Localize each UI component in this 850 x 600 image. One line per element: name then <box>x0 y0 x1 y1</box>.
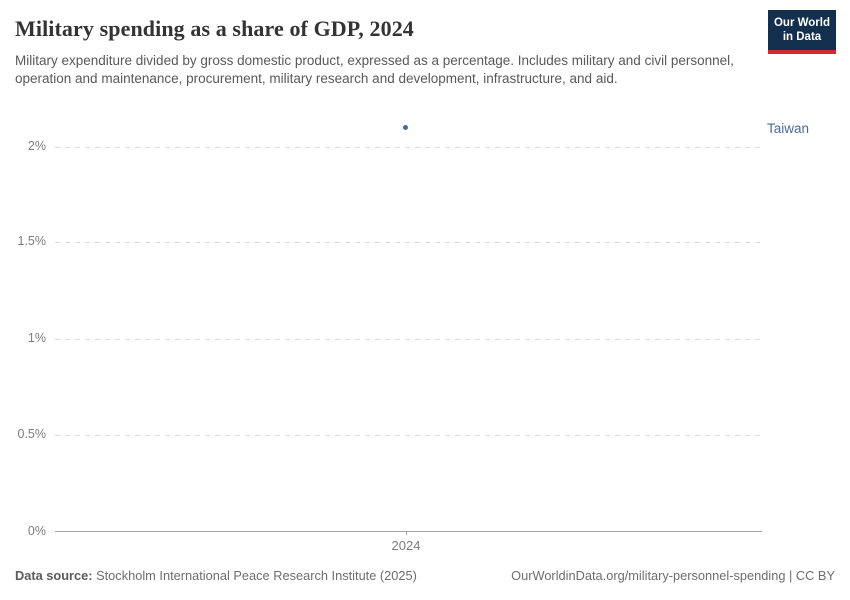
x-tick-label-2024: 2024 <box>391 538 421 553</box>
y-tick-label-0-5pct: 0.5% <box>17 427 47 441</box>
y-tick-label-2pct: 2% <box>27 139 46 153</box>
x-tick-mark-2024 <box>406 531 407 535</box>
gridline-1-5pct <box>55 242 762 243</box>
chart-footer: Data source: Stockholm International Pea… <box>15 568 835 583</box>
data-source-note: Data source: Stockholm International Pea… <box>15 568 417 583</box>
owid-logo-text: Our World in Data <box>768 10 836 50</box>
x-axis-line <box>55 531 762 532</box>
gridline-0-5pct <box>55 435 762 436</box>
chart-title: Military spending as a share of GDP, 202… <box>15 16 414 41</box>
owid-logo-line1: Our World <box>773 17 830 29</box>
owid-logo-line2: in Data <box>782 31 822 44</box>
y-tick-label-1-5pct: 1.5% <box>17 234 47 248</box>
data-source-value: Stockholm International Peace Research I… <box>96 568 417 583</box>
y-tick-label-1pct: 1% <box>27 331 46 345</box>
gridline-1pct <box>55 339 762 340</box>
gridline-2pct <box>55 147 762 148</box>
data-source-label: Data source: <box>15 568 93 583</box>
y-tick-label-0pct: 0% <box>27 524 46 538</box>
entity-label-taiwan[interactable]: Taiwan <box>767 121 810 136</box>
chart-subtitle: Military expenditure divided by gross do… <box>15 53 734 86</box>
data-point-taiwan[interactable] <box>403 125 408 130</box>
owid-logo[interactable]: Our World in Data <box>768 10 836 54</box>
attribution-link[interactable]: OurWorldinData.org/military-personnel-sp… <box>511 568 835 583</box>
owid-logo-red-bar <box>768 49 836 54</box>
